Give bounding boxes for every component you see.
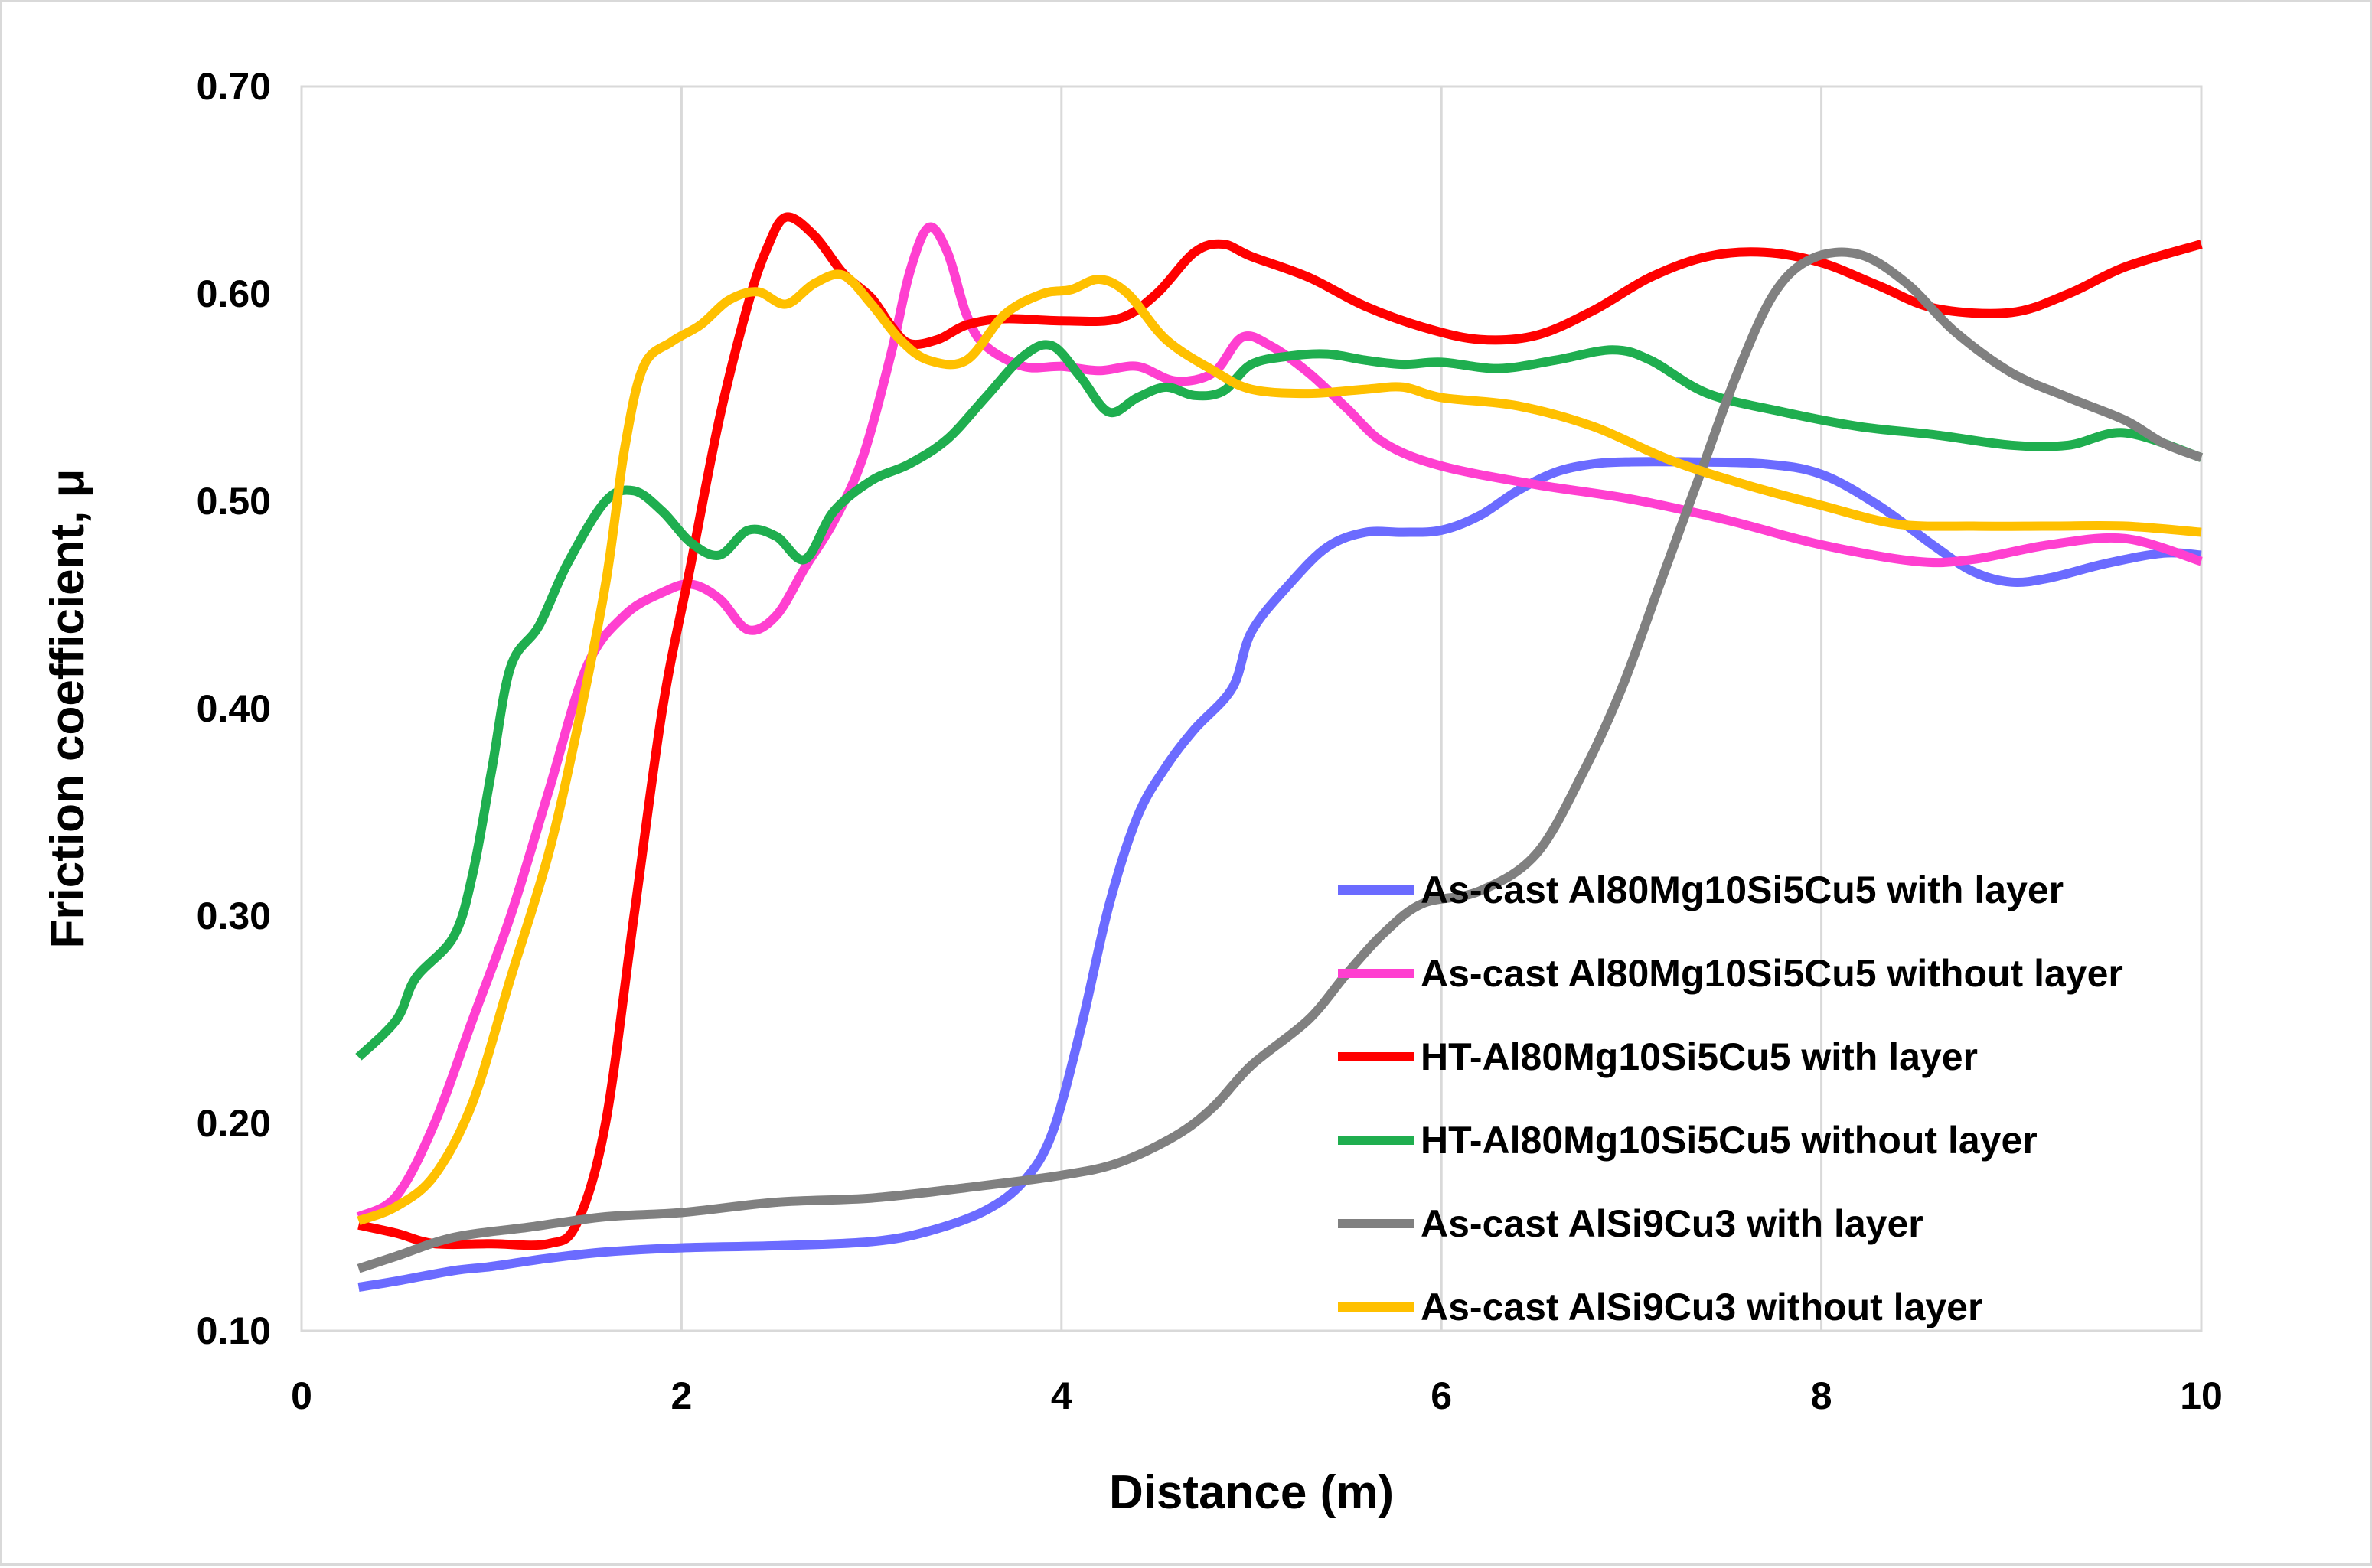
y-tick-label: 0.40 (197, 687, 271, 730)
x-tick-label: 6 (1431, 1374, 1452, 1417)
legend-label: As-cast Al80Mg10Si5Cu5 without layer (1421, 952, 2123, 995)
y-tick-label: 0.10 (197, 1309, 271, 1352)
y-axis-ticks: 0.10 0.20 0.30 0.40 0.50 0.60 0.70 (197, 65, 271, 1352)
x-tick-label: 10 (2180, 1374, 2223, 1417)
y-tick-label: 0.60 (197, 272, 271, 315)
x-tick-label: 8 (1811, 1374, 1832, 1417)
y-tick-label: 0.70 (197, 65, 271, 108)
series-line (356, 222, 2203, 1221)
y-tick-label: 0.30 (197, 895, 271, 937)
series-line (355, 340, 2203, 1061)
series-line (357, 247, 2204, 1273)
x-tick-label: 0 (291, 1374, 312, 1417)
x-axis-title: Distance (m) (1109, 1466, 1394, 1519)
y-tick-label: 0.50 (197, 480, 271, 523)
legend-label: As-cast AlSi9Cu3 with layer (1421, 1202, 1923, 1245)
legend-label: As-cast AlSi9Cu3 without layer (1421, 1286, 1982, 1328)
legend-label: HT-Al80Mg10Si5Cu5 with layer (1421, 1035, 1978, 1078)
x-tick-label: 4 (1051, 1374, 1072, 1417)
x-tick-label: 2 (670, 1374, 692, 1417)
legend: As-cast Al80Mg10Si5Cu5 with layer As-cast… (1338, 869, 2123, 1328)
series-lines (355, 212, 2204, 1293)
y-tick-label: 0.20 (197, 1102, 271, 1145)
series-line (357, 269, 2202, 1226)
x-axis-ticks: 0 2 4 6 8 10 (291, 1374, 2223, 1417)
legend-label: As-cast Al80Mg10Si5Cu5 with layer (1421, 869, 2064, 911)
plot-area (300, 85, 2203, 1332)
series-line (357, 457, 2202, 1293)
y-axis-title: Friction coefficient, μ (41, 469, 94, 949)
legend-label: HT-Al80Mg10Si5Cu5 without layer (1421, 1119, 2038, 1162)
